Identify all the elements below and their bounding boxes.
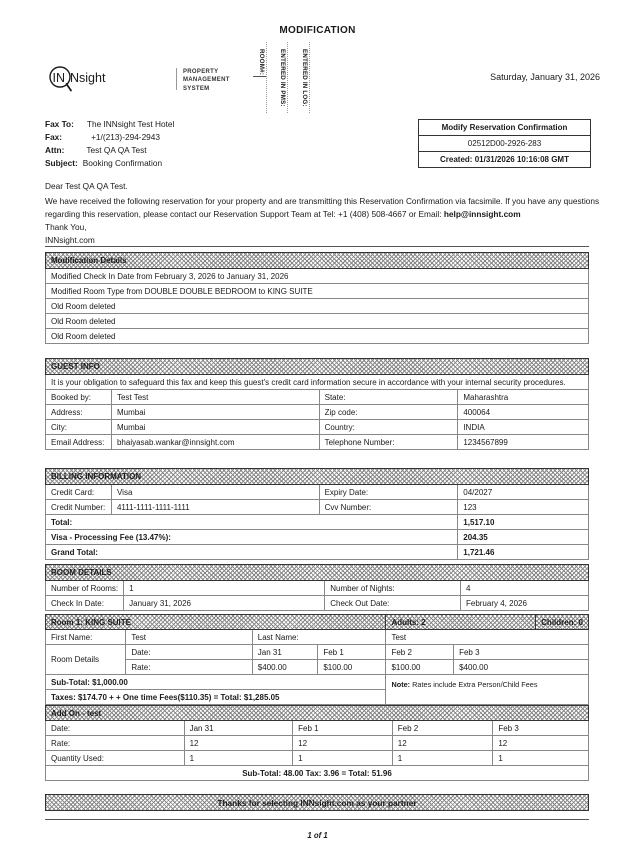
svg-text:IN: IN bbox=[53, 71, 66, 85]
svg-text:Nsight: Nsight bbox=[70, 71, 106, 85]
